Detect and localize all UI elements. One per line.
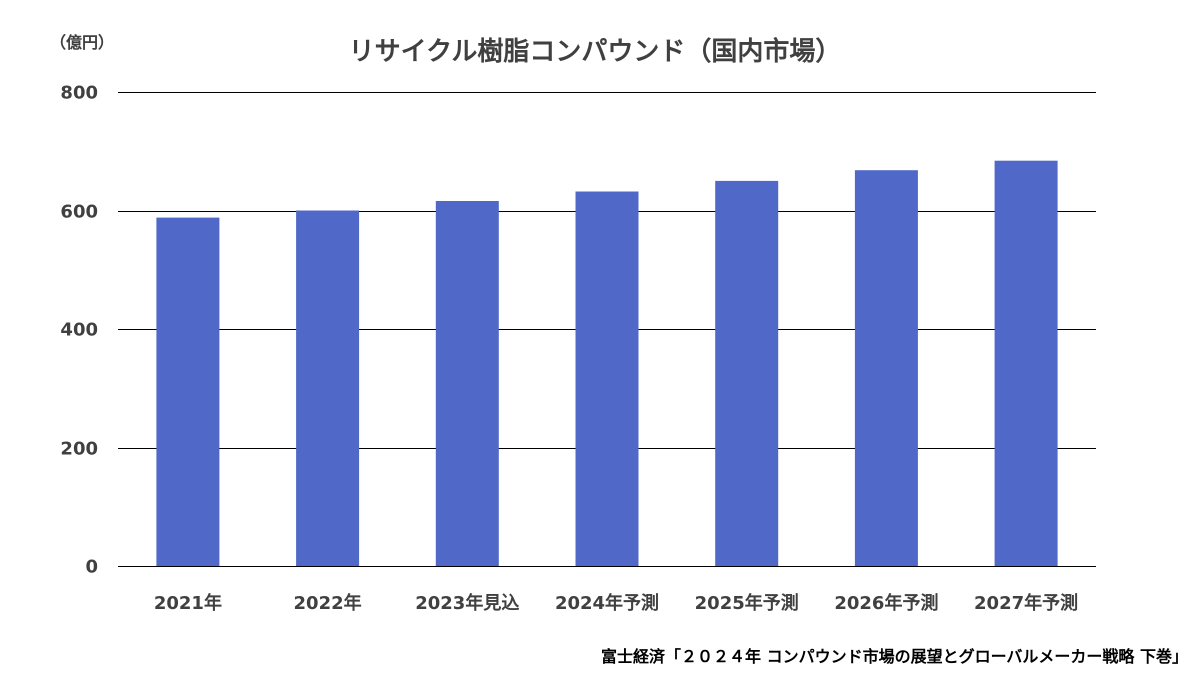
x-tick-label: 2022年 (294, 592, 362, 614)
y-tick-label: 600 (60, 202, 98, 223)
bar-1 (156, 217, 220, 566)
bar-7 (994, 160, 1058, 566)
x-tick-label: 2027年予測 (974, 592, 1078, 614)
bars (156, 160, 1058, 566)
x-tick-label: 2023年見込 (415, 592, 519, 614)
bar-3 (435, 201, 499, 566)
x-tick-label: 2025年予測 (695, 592, 799, 614)
y-tick-label: 800 (60, 83, 98, 104)
bar-5 (715, 180, 779, 566)
bar-6 (854, 170, 918, 566)
x-axis-ticks: 2021年 2022年 2023年見込 2024年予測 2025年予測 2026年予測 20… (154, 592, 1078, 614)
y-axis-ticks: 0 200 400 600 800 (60, 83, 98, 578)
x-tick-label: 2024年予測 (555, 592, 659, 614)
y-tick-label: 0 (85, 557, 98, 578)
source-note: 富士経済「２０２４年 コンパウンド市場の展望とグローバルメーカー戦略 下巻」 (601, 647, 1188, 666)
bar-2 (296, 210, 360, 566)
x-tick-label: 2021年 (154, 592, 222, 614)
bar-4 (575, 191, 639, 566)
y-tick-label: 200 (60, 439, 98, 460)
y-axis-unit-label: （億円） (50, 33, 114, 52)
x-tick-label: 2026年予測 (834, 592, 938, 614)
y-tick-label: 400 (60, 320, 98, 341)
chart-title: リサイクル樹脂コンパウンド（国内市場） (349, 36, 842, 67)
